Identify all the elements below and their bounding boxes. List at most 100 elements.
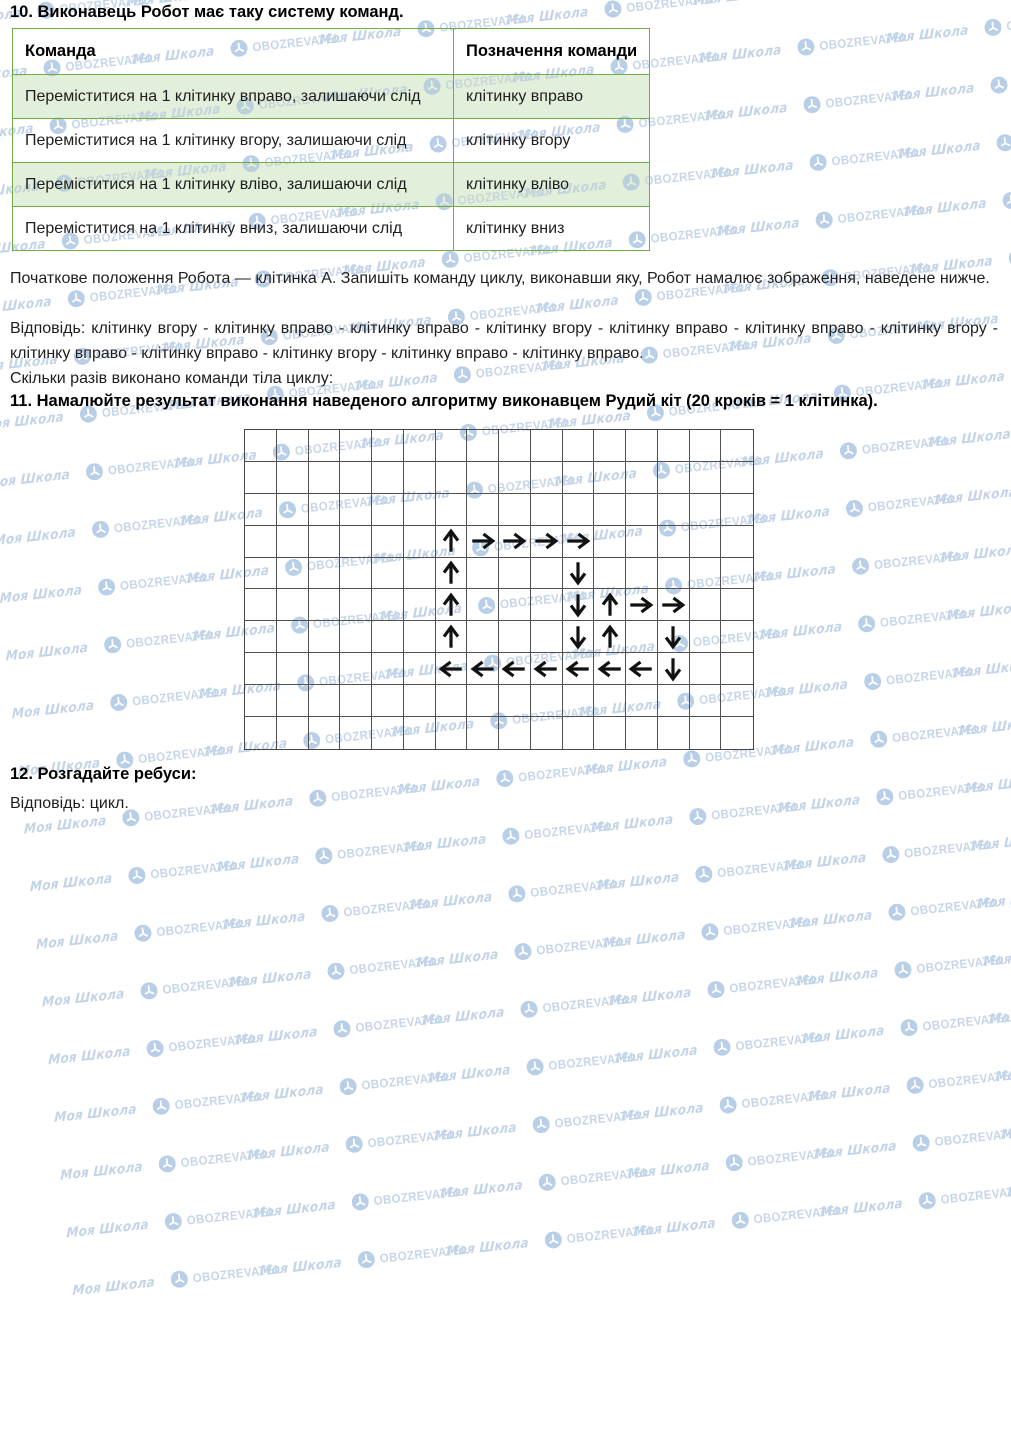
grid-cell (467, 653, 499, 686)
watermark-script-text: Моя Школа (596, 868, 680, 894)
obozrevatel-icon (526, 1058, 544, 1076)
watermark-caps-text: OBOZREVATEL (722, 914, 813, 938)
obozrevatel-icon (345, 1135, 363, 1153)
watermark-script-text: Моя Школа (228, 965, 312, 991)
grid-cell (530, 685, 563, 718)
watermark-script-text: Моя Школа (433, 1119, 517, 1144)
arrow-right-icon (532, 527, 560, 555)
grid-cell (626, 589, 658, 622)
watermark-caps-text: OBOZREVATEL (541, 991, 632, 1015)
watermark-script-text: Моя Школа (807, 1079, 891, 1105)
grid-cell (467, 461, 499, 494)
watermark-script-text: Моя Школа (783, 849, 867, 874)
watermark-caps-text: OBOZREVATEL (752, 1202, 844, 1226)
arrow-left-icon (469, 655, 497, 683)
watermark-caps-text: OBOZREVATEL (734, 1029, 825, 1053)
obozrevatel-icon (128, 866, 146, 884)
watermark-script-text: Моя Школа (820, 1195, 903, 1220)
table-row: Переміститися на 1 клітинку вправо, зали… (12, 74, 651, 119)
task10-heading: 10. Виконавець Робот має таку систему ко… (10, 3, 404, 21)
obozrevatel-icon (701, 923, 719, 941)
grid-cell (340, 461, 372, 494)
grid-cell (276, 557, 309, 590)
grid-cell (657, 557, 690, 590)
grid-cell (689, 430, 722, 462)
grid-cell (245, 685, 277, 718)
obozrevatel-icon (894, 961, 912, 979)
task10-paragraph: Початкове положення Робота — клітинка А.… (10, 270, 990, 287)
robot-grid (244, 429, 754, 750)
watermark-script-text: Моя Школа (29, 870, 113, 895)
grid-cell (372, 557, 404, 590)
watermark-caps-text: OBOZREVATEL (161, 973, 252, 997)
grid-cell (308, 525, 341, 558)
grid-cell (467, 685, 499, 718)
grid-cell (372, 525, 404, 558)
obozrevatel-icon (713, 1038, 731, 1056)
grid-cell (276, 461, 309, 494)
grid-cell (403, 525, 436, 558)
grid-cell (245, 430, 277, 462)
grid-cell (562, 621, 595, 654)
watermark-caps-text: OBOZREVATEL (185, 1203, 277, 1228)
grid-cell (721, 685, 753, 718)
grid-cell (245, 653, 277, 686)
arrow-left-icon (500, 655, 528, 683)
watermark-caps-text: OBOZREVATEL (155, 915, 246, 939)
grid-cell (530, 557, 563, 590)
grid-cell (657, 589, 690, 622)
grid-cell (276, 493, 309, 526)
obozrevatel-icon (731, 1211, 749, 1229)
watermark-caps-text: OBOZREVATEL (149, 857, 240, 882)
grid-cell (435, 653, 468, 686)
column-header-command: Команда (12, 28, 454, 75)
obozrevatel-icon (357, 1251, 375, 1269)
grid-cell (276, 589, 309, 622)
grid-cell (594, 653, 626, 686)
grid-cell (626, 621, 658, 654)
task10-answer: Відповідь: клітинку вгору - клітинку впр… (10, 320, 998, 362)
grid-cell (721, 717, 753, 749)
arrow-up-icon (596, 591, 624, 619)
grid-cell (530, 589, 563, 622)
grid-cell (372, 621, 404, 654)
watermark-caps-text: OBOZREVATEL (909, 894, 1000, 918)
grid-cell (467, 717, 499, 749)
grid-cell (531, 717, 563, 749)
grid-cell (340, 685, 372, 718)
grid-cell (340, 717, 372, 749)
watermark-caps-text: OBOZREVATEL (535, 933, 626, 958)
grid-cell (403, 493, 436, 526)
arrow-up-icon (437, 591, 465, 619)
watermark-script-text: Моя Школа (23, 812, 107, 838)
watermark-script-text: Моя Школа (234, 1023, 318, 1049)
arrow-up-icon (437, 623, 465, 651)
obozrevatel-icon (725, 1154, 743, 1172)
watermark-caps-text: OBOZREVATEL (927, 1067, 1011, 1091)
grid-cell (308, 461, 341, 494)
grid-cell (467, 621, 499, 654)
watermark-script-text: Моя Школа (240, 1081, 324, 1106)
grid-cell (594, 525, 626, 558)
grid-cell (530, 621, 563, 654)
grid-cell (340, 493, 372, 526)
grid-cell (530, 653, 563, 686)
table-header-row: Команда Позначення команди (12, 28, 651, 75)
grid-cell (594, 461, 626, 494)
grid-cell (689, 621, 722, 654)
grid-cell (276, 621, 309, 654)
